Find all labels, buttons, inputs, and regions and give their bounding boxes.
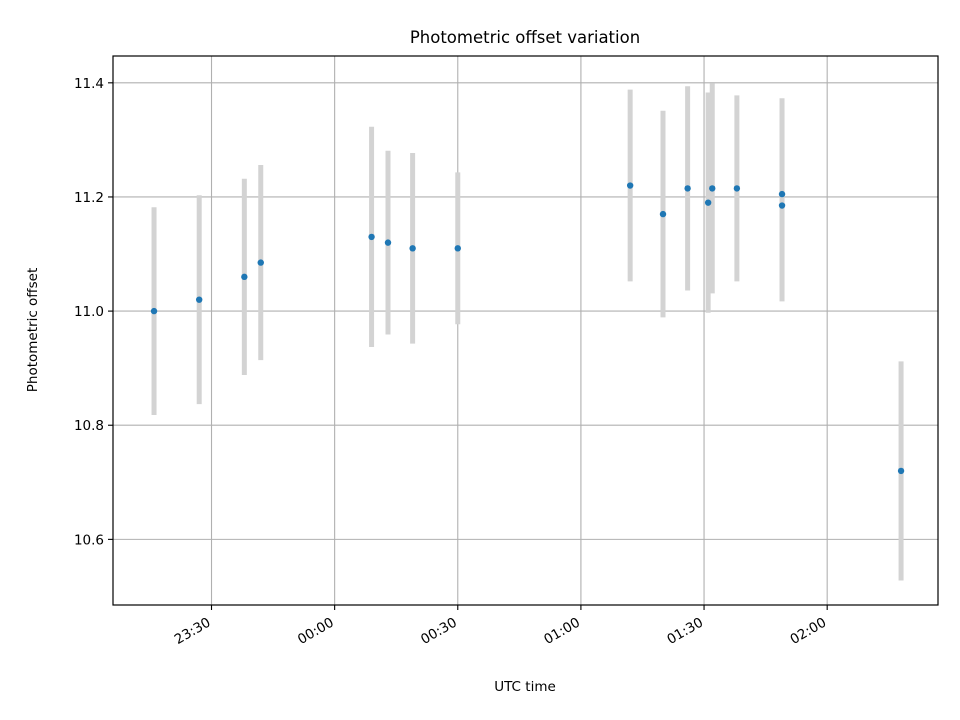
data-point [778,202,786,209]
plot-frame [112,55,939,606]
y-tick-label: 11.0 [74,304,104,320]
data-point [626,182,634,189]
data-point [454,245,461,252]
data-point [384,239,392,246]
data-point [659,210,667,218]
y-axis-label: Photometric offset [25,268,41,392]
data-point [709,185,716,192]
data-point [150,307,158,315]
data-point [409,245,416,252]
data-point [733,185,741,192]
data-point [778,190,786,198]
y-tick-label: 10.8 [74,418,104,434]
data-point [704,199,712,206]
y-tick-label: 11.2 [74,190,104,206]
data-point [241,273,248,281]
data-point [257,259,264,266]
data-point [195,296,203,303]
y-tick-label: 10.6 [74,532,104,548]
chart-title: Photometric offset variation [410,28,640,47]
data-point [368,233,375,241]
grid [113,56,938,605]
data-points [150,182,905,475]
y-tick-label: 11.4 [74,76,104,92]
data-point [684,185,691,192]
data-point [897,467,905,475]
y-axis-ticks: 10.6 10.8 11.0 11.2 11.4 [74,76,113,548]
x-axis-label: UTC time [494,679,556,695]
